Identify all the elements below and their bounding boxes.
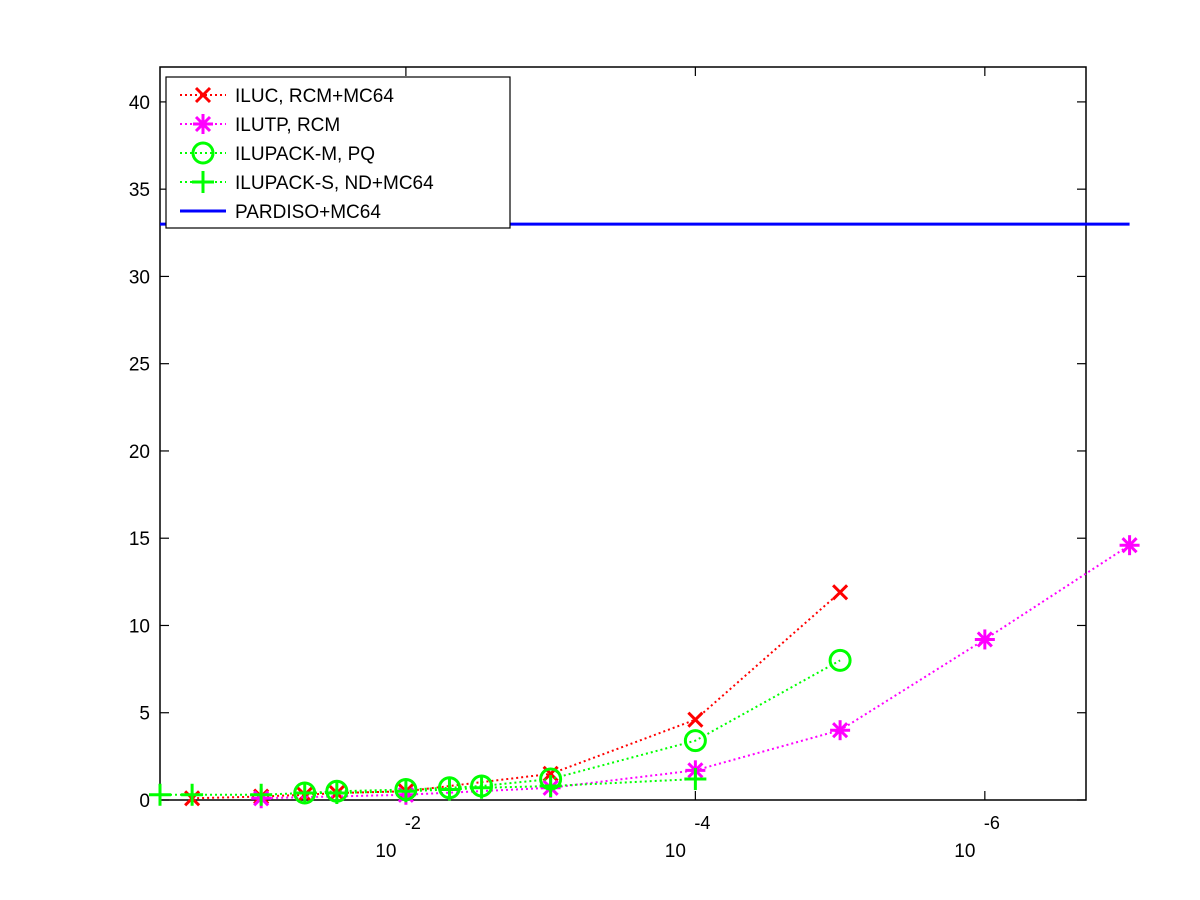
x-tick-label-base: 10: [375, 841, 396, 862]
legend-marker: [194, 86, 212, 104]
legend-entry: ILUTP, RCM: [180, 114, 340, 136]
data-point: [181, 783, 204, 806]
data-point: [250, 783, 273, 806]
legend-box: [165, 76, 511, 229]
data-point: [830, 720, 851, 741]
legend-entry: ILUPACK-S, ND+MC64: [180, 171, 434, 194]
data-point: [683, 729, 707, 753]
legend-label: ILUTP, RCM: [235, 115, 340, 136]
series-line: [160, 778, 696, 796]
data-point: [394, 780, 417, 803]
legend-marker: [192, 171, 214, 193]
y-tick-label: 5: [139, 704, 150, 725]
y-tick-label: 15: [129, 529, 150, 550]
data-point: [539, 775, 562, 798]
axis-ticks: 0 5 10 15 20 25 30 35 40 10 -2 10 -4 10 -6: [129, 67, 1086, 862]
legend-marker: [191, 141, 215, 165]
x-tick-label-base: 10: [665, 841, 686, 862]
data-point: [325, 782, 348, 805]
x-tick-label-base: 10: [954, 841, 975, 862]
y-tick-label: 40: [129, 93, 150, 114]
data-point: [828, 648, 852, 672]
legend-entry: ILUPACK-M, PQ: [180, 141, 375, 165]
legend-entry: PARDISO+MC64: [180, 202, 381, 223]
data-point: [1119, 535, 1140, 556]
series-layer: [149, 222, 1140, 809]
series-4: [149, 768, 707, 806]
y-tick-label: 35: [129, 180, 150, 201]
x-tick-label-exponent: -2: [405, 813, 421, 833]
legend: ILUC, RCM+MC64 ILUTP, RCM ILUPACK-M, PQ ILU…: [165, 76, 511, 229]
y-tick-label: 30: [129, 267, 150, 288]
legend-label: ILUPACK-S, ND+MC64: [235, 173, 434, 194]
x-tick-label-exponent: -4: [694, 813, 710, 833]
data-point: [293, 782, 316, 805]
data-point: [832, 584, 849, 601]
series-line: [304, 659, 841, 795]
legend-label: ILUPACK-M, PQ: [235, 144, 375, 165]
legend-label: PARDISO+MC64: [235, 202, 381, 223]
data-point: [684, 768, 707, 791]
y-tick-label: 20: [129, 442, 150, 463]
data-point: [149, 783, 171, 806]
y-tick-label: 25: [129, 355, 150, 376]
data-point: [687, 711, 704, 728]
legend-marker: [193, 114, 213, 134]
legend-entry: ILUC, RCM+MC64: [180, 86, 394, 107]
legend-label: ILUC, RCM+MC64: [235, 86, 394, 107]
y-tick-label: 10: [129, 616, 150, 637]
x-tick-label-exponent: -6: [984, 813, 1000, 833]
y-tick-label: 0: [139, 791, 150, 812]
data-point: [974, 629, 995, 650]
data-point: [470, 776, 493, 799]
data-point: [438, 778, 461, 801]
